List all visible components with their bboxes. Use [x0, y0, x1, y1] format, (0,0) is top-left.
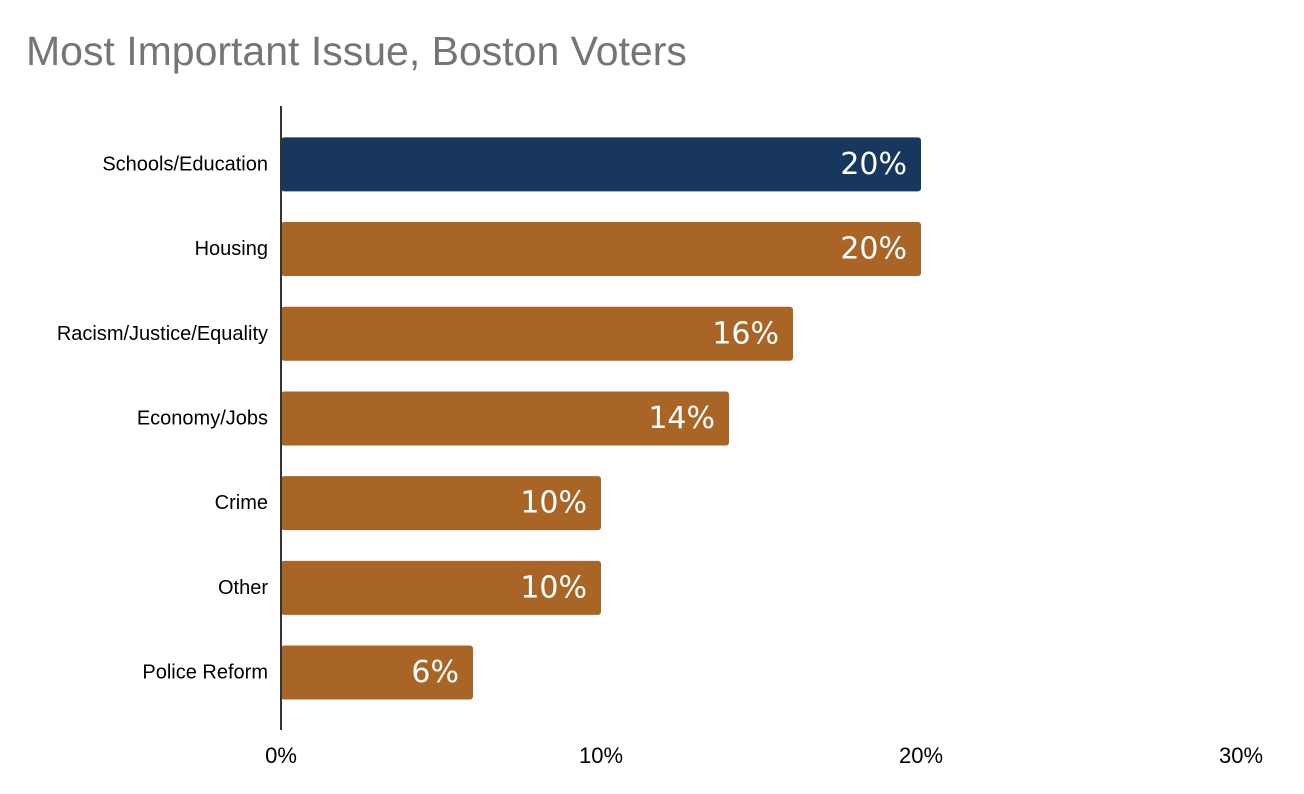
- data-label-2: 16%: [712, 316, 779, 351]
- data-label-6: 6%: [411, 655, 459, 690]
- data-label-5: 10%: [520, 570, 587, 605]
- chart-title: Most Important Issue, Boston Voters: [26, 28, 687, 74]
- x-tick-label-3: 30%: [1219, 743, 1263, 768]
- category-label-5: Other: [218, 577, 268, 599]
- category-label-2: Racism/Justice/Equality: [57, 323, 268, 345]
- data-label-4: 10%: [520, 486, 587, 521]
- bar-4: [281, 476, 601, 531]
- category-label-0: Schools/Education: [102, 153, 268, 175]
- category-label-1: Housing: [195, 238, 268, 260]
- category-label-4: Crime: [215, 492, 268, 514]
- x-tick-label-0: 0%: [265, 743, 297, 768]
- bar-6: [281, 645, 473, 700]
- bar-2: [281, 306, 793, 361]
- x-tick-labels-layer: 0% 10% 20% 30%: [265, 743, 1263, 768]
- bar-0: [281, 137, 921, 192]
- bar-5: [281, 560, 601, 615]
- bar-3: [281, 391, 729, 446]
- data-label-3: 14%: [648, 401, 715, 436]
- bars-layer: 20% 20% 16% 14% 10% 10% 6%: [281, 137, 921, 700]
- x-tick-label-1: 10%: [579, 743, 623, 768]
- category-labels-layer: Schools/Education Housing Racism/Justice/E…: [57, 153, 269, 683]
- category-label-3: Economy/Jobs: [137, 407, 268, 429]
- data-label-1: 20%: [840, 232, 907, 267]
- data-label-0: 20%: [840, 147, 907, 182]
- x-tick-label-2: 20%: [899, 743, 943, 768]
- category-label-6: Police Reform: [142, 662, 268, 684]
- bar-1: [281, 222, 921, 277]
